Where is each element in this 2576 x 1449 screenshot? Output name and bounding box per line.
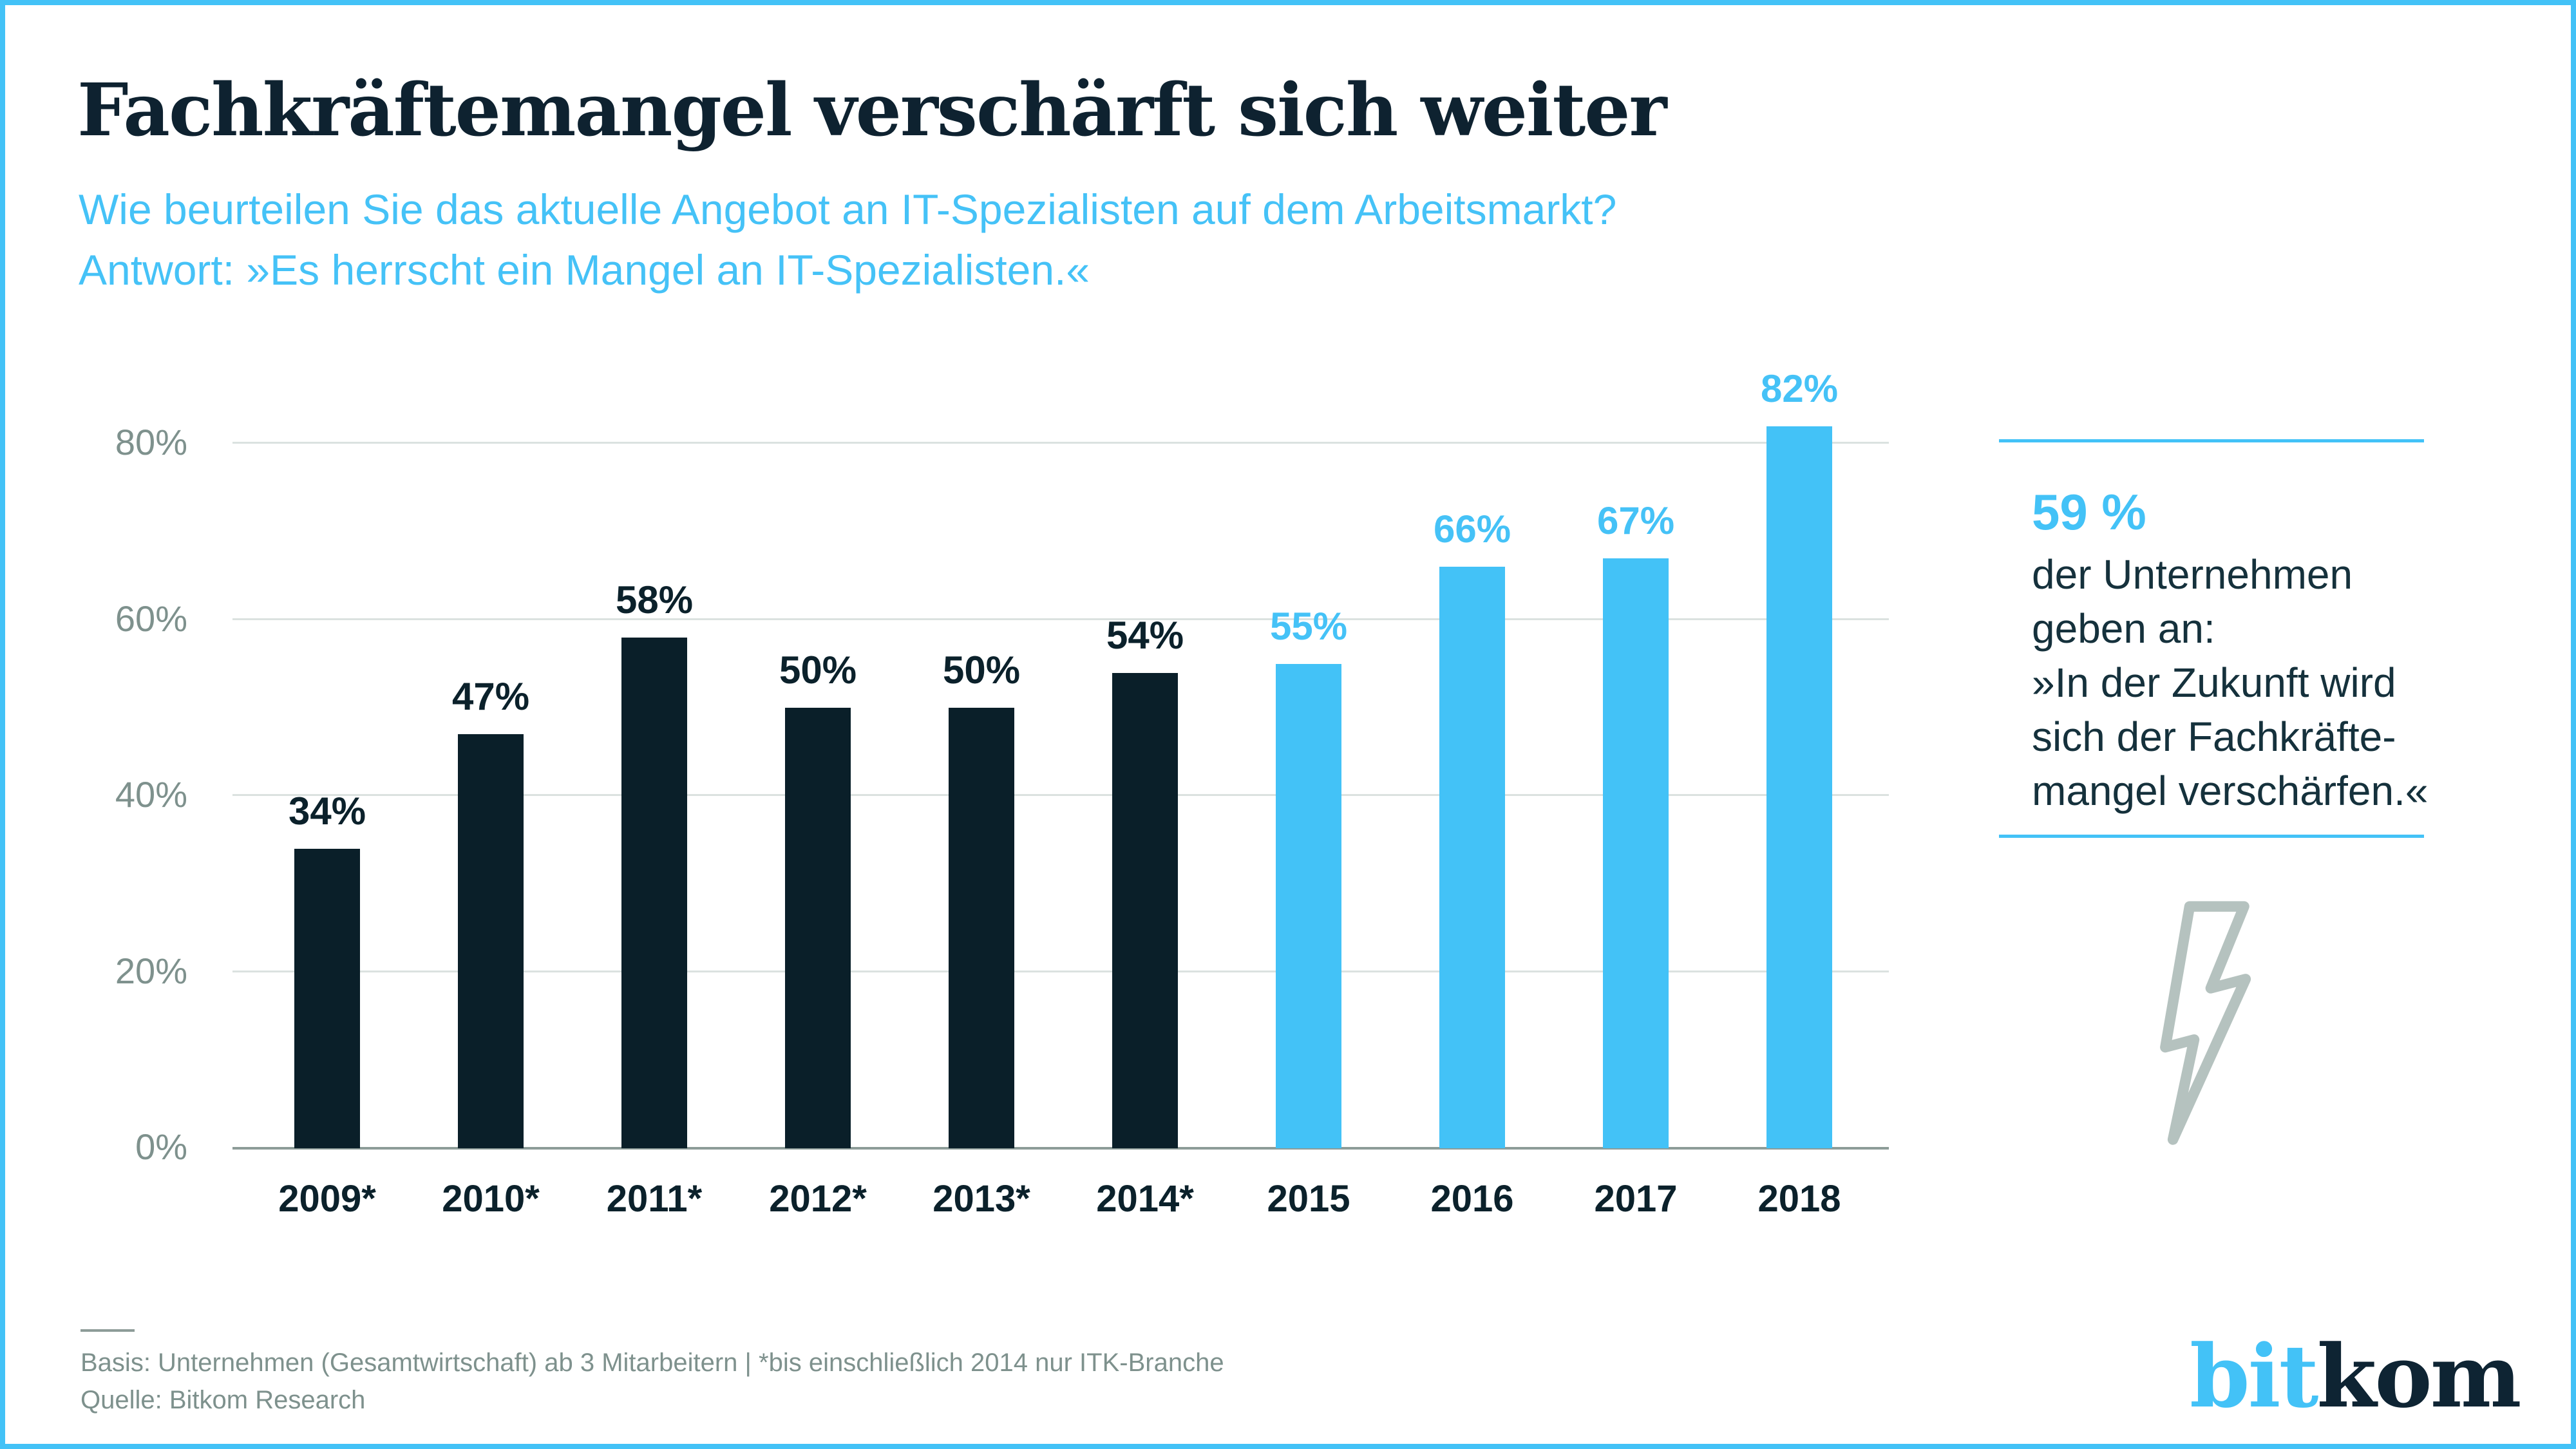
x-axis-label: 2011* (606, 1178, 703, 1220)
bar-chart: 0% 20% 40% 60% 80% 34% 2009* 47% 2010* 58% 2011* 50… (115, 367, 1889, 1220)
y-axis-tick-label: 40% (115, 774, 187, 815)
bar-2013 (949, 708, 1014, 1148)
x-axis-label: 2018 (1757, 1178, 1841, 1220)
bar-value-label: 50% (779, 649, 857, 692)
bar-value-label: 82% (1760, 366, 1839, 410)
subtitle-line-1: Wie beurteilen Sie das aktuelle Angebot … (79, 185, 1617, 233)
sidebar-stat-text: der Unternehmen geben an: »In der Zukunft … (2032, 547, 2428, 818)
x-axis-label: 2014* (1096, 1178, 1194, 1220)
x-axis-label: 2012* (769, 1178, 867, 1220)
bar-2010 (458, 734, 524, 1148)
x-axis-label: 2010* (442, 1178, 540, 1220)
sidebar-text-line: geben an: (2032, 605, 2215, 652)
bar-value-label: 55% (1269, 604, 1348, 648)
x-axis-label: 2015 (1267, 1178, 1350, 1220)
bar-2015 (1276, 663, 1341, 1148)
page-title: Fachkräftemangel verschärft sich weiter (77, 68, 1667, 153)
y-axis-tick-label: 80% (115, 422, 187, 462)
bar-value-label: 66% (1433, 507, 1511, 551)
gridline (232, 442, 1889, 444)
x-axis-label: 2016 (1430, 1178, 1514, 1220)
bar-2018 (1766, 426, 1832, 1148)
logo-part-bit: bit (2190, 1325, 2318, 1427)
sidebar-bottom-rule (1999, 835, 2424, 838)
footer-divider (80, 1329, 135, 1332)
bar-2014 (1112, 672, 1178, 1148)
footnote-basis: Basis: Unternehmen (Gesamtwirtschaft) ab… (80, 1349, 1224, 1377)
bar-2012 (785, 708, 851, 1148)
x-axis-label: 2017 (1594, 1178, 1678, 1220)
y-axis-tick-label: 0% (135, 1126, 187, 1167)
gridline (232, 618, 1889, 620)
sidebar-text-line: mangel verschärfen.« (2032, 768, 2429, 814)
subtitle-line-2: Antwort: »Es herrscht ein Mangel an IT-S… (79, 246, 1090, 294)
sidebar-text-line: der Unternehmen (2032, 551, 2353, 598)
sidebar-top-rule (1999, 439, 2424, 442)
footnote-source: Quelle: Bitkom Research (80, 1386, 366, 1414)
y-axis-tick-label: 60% (115, 598, 187, 639)
bar-2017 (1603, 558, 1669, 1148)
gridline (232, 794, 1889, 796)
x-axis-label: 2009* (278, 1178, 376, 1220)
bar-value-label: 58% (615, 578, 694, 621)
bitkom-logo: bitkom (2190, 1333, 2522, 1419)
bar-2016 (1439, 567, 1505, 1148)
logo-part-kom: kom (2316, 1325, 2522, 1427)
sidebar-text-line: »In der Zukunft wird (2032, 659, 2396, 706)
y-axis-tick-label: 20% (115, 950, 187, 991)
lightning-bolt-icon (2160, 901, 2251, 1145)
bar-2009 (294, 849, 360, 1148)
chart-subtitle: Wie beurteilen Sie das aktuelle Angebot … (79, 179, 1616, 300)
bar-value-label: 50% (942, 649, 1021, 692)
sidebar-stat-value: 59 % (2032, 484, 2146, 540)
sidebar-text-line: sich der Fachkräfte- (2032, 714, 2396, 760)
bar-2011 (621, 637, 687, 1148)
x-axis-line (232, 1147, 1889, 1150)
bar-value-label: 54% (1106, 613, 1184, 657)
bar-value-label: 34% (288, 790, 366, 833)
bar-value-label: 47% (451, 675, 530, 719)
gridline (232, 970, 1889, 972)
x-axis-label: 2013* (933, 1178, 1030, 1220)
bar-value-label: 67% (1596, 498, 1675, 542)
